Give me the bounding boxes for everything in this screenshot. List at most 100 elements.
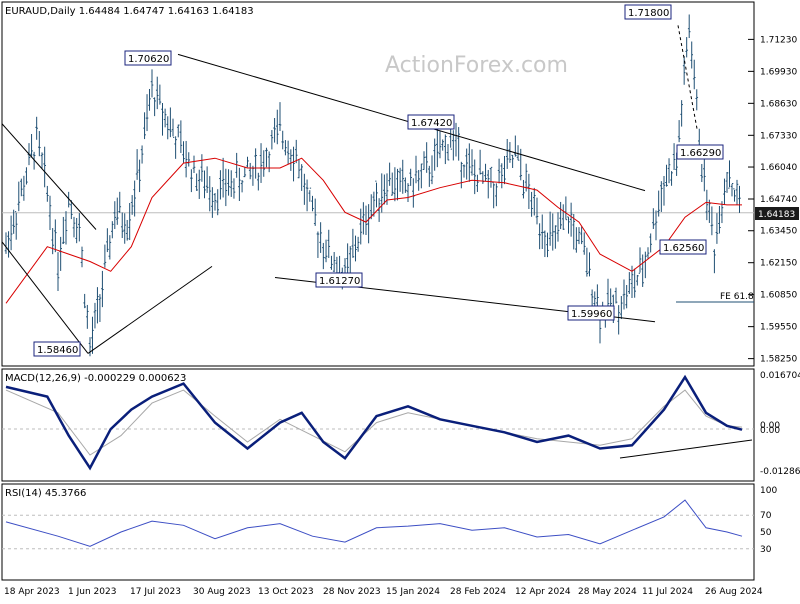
- price-bar: [503, 155, 506, 185]
- price-bar: [633, 268, 636, 298]
- price-bar: [441, 139, 444, 151]
- price-bar: [718, 206, 721, 234]
- price-bar: [284, 140, 287, 156]
- price-bar: [103, 244, 107, 268]
- price-bar: [575, 227, 578, 253]
- macd-y-axis-labels: 0.016704 0.000.00 -0.012869: [760, 371, 800, 477]
- price-bar: [685, 37, 688, 58]
- price-bar: [25, 167, 28, 185]
- last-price-marker: 1.64183: [755, 207, 799, 220]
- price-bar: [478, 149, 482, 175]
- price-callout-box: [676, 144, 724, 160]
- price-bar: [680, 100, 683, 127]
- price-bar: [524, 163, 528, 192]
- price-bar: [96, 287, 99, 324]
- price-bar: [278, 102, 282, 131]
- price-bar: [262, 150, 266, 177]
- price-bar: [546, 232, 549, 258]
- price-bar: [221, 157, 225, 198]
- price-bar: [12, 209, 15, 234]
- price-bar: [492, 182, 495, 209]
- price-bar: [654, 210, 658, 241]
- rsi-y-tick-label: 30: [760, 545, 772, 555]
- price-bar: [362, 202, 365, 235]
- price-bar: [497, 158, 501, 184]
- price-bar: [166, 116, 170, 140]
- price-bar: [275, 109, 279, 145]
- last-price-box: [755, 207, 799, 220]
- price-bar: [687, 14, 691, 39]
- price-bar: [377, 198, 381, 222]
- price-bar: [313, 198, 317, 226]
- main-y-tick-label: 1.66040: [760, 163, 797, 173]
- price-bar: [401, 159, 405, 194]
- x-axis-label: 18 Apr 2023: [4, 587, 60, 597]
- price-bar: [135, 149, 139, 180]
- price-bar: [246, 156, 249, 168]
- price-bar: [383, 174, 386, 205]
- price-bar: [484, 163, 487, 182]
- main-y-tick-label: 1.63450: [760, 227, 797, 237]
- price-bar: [123, 213, 127, 244]
- price-bar: [657, 190, 660, 217]
- price-bar: [406, 183, 410, 203]
- price-bar: [375, 180, 378, 208]
- price-bar: [569, 202, 573, 237]
- price-bar: [158, 84, 162, 105]
- price-bar: [40, 152, 44, 170]
- price-bar: [7, 231, 10, 258]
- x-axis-label: 28 Nov 2023: [323, 587, 381, 597]
- price-bar: [585, 247, 589, 277]
- price-bar: [54, 219, 57, 253]
- price-bar: [83, 293, 86, 309]
- price-callout-label: 1.70620: [128, 54, 169, 65]
- price-bar: [113, 201, 117, 230]
- price-bar: [120, 212, 124, 239]
- price-bar: [106, 228, 109, 253]
- price-callout: 1.59960: [567, 305, 615, 321]
- price-bar: [446, 143, 450, 161]
- support-rising-trendline: [87, 265, 213, 354]
- price-bar: [138, 159, 141, 193]
- rsi-panel-frame: [1, 483, 755, 581]
- left-channel-upper: [1, 123, 97, 230]
- price-bar: [505, 138, 509, 169]
- main-y-tick-label: 1.58250: [760, 355, 797, 365]
- price-bar: [577, 227, 581, 245]
- price-callout: 1.71800: [624, 4, 672, 20]
- price-bar: [388, 162, 391, 186]
- macd-line: [5, 374, 743, 471]
- rsi-y-tick-label: 70: [760, 511, 772, 521]
- price-callout-box: [624, 4, 672, 20]
- price-bar: [495, 183, 498, 207]
- price-bar: [738, 185, 741, 213]
- price-bar: [476, 174, 479, 192]
- price-bar: [70, 200, 73, 220]
- price-bar: [48, 195, 52, 231]
- price-bar: [735, 179, 739, 205]
- rsi-y-tick-label: 100: [760, 486, 777, 496]
- price-bar: [182, 141, 185, 163]
- price-bar: [372, 191, 376, 217]
- price-callout-box: [567, 305, 615, 321]
- price-bar: [248, 162, 252, 180]
- price-bar: [46, 185, 49, 202]
- price-bar: [457, 127, 460, 161]
- price-bar: [567, 216, 570, 234]
- rsi-grid: [2, 514, 754, 550]
- price-bar: [163, 108, 167, 128]
- price-bar: [64, 211, 68, 245]
- price-callout-box: [33, 341, 81, 357]
- price-bar: [148, 88, 151, 111]
- price-bar: [489, 166, 493, 188]
- price-bar: [108, 235, 112, 260]
- price-bar: [111, 221, 114, 239]
- price-bar: [174, 136, 177, 159]
- price-bar: [145, 94, 149, 132]
- price-bar: [665, 164, 668, 187]
- price-bar: [723, 178, 726, 205]
- x-axis-label: 13 Oct 2023: [258, 587, 314, 597]
- main-y-tick-label: 1.67330: [760, 131, 797, 141]
- price-bar: [208, 176, 212, 212]
